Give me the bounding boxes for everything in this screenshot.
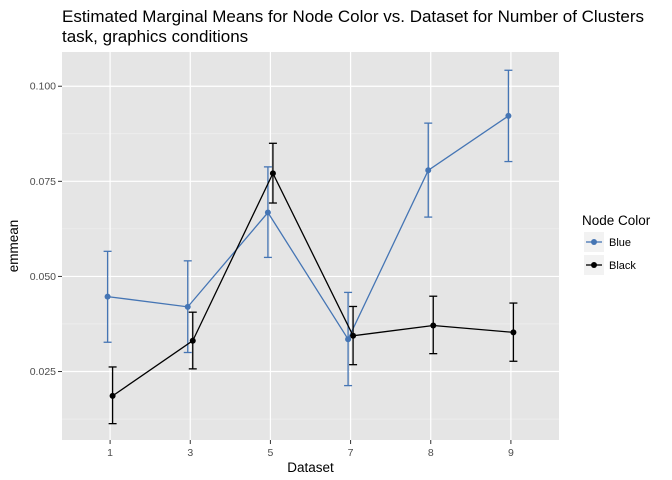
- data-point: [510, 329, 517, 336]
- series-blue: [103, 69, 513, 387]
- data-point: [104, 293, 111, 300]
- y-tick-label: 0.050: [30, 271, 56, 283]
- legend-item-blue: Blue: [584, 232, 631, 252]
- legend-title: Node Color: [582, 213, 651, 228]
- data-point: [269, 170, 276, 177]
- x-tick-label: 1: [107, 447, 113, 459]
- chart-title-line-1: Estimated Marginal Means for Node Color …: [62, 7, 644, 26]
- data-point: [425, 167, 432, 174]
- legend-key-point: [591, 262, 597, 268]
- data-point: [109, 392, 116, 399]
- x-tick-label: 7: [348, 447, 354, 459]
- legend-item-black: Black: [584, 255, 636, 275]
- x-tick-label: 3: [187, 447, 193, 459]
- x-tick-label: 5: [267, 447, 273, 459]
- grid-lines: [62, 52, 559, 440]
- data-point: [184, 303, 191, 310]
- series-black: [108, 142, 518, 425]
- data-point: [189, 337, 196, 344]
- data-point: [505, 112, 512, 119]
- axes: 0.025 0.050 0.075 0.100 1 3 5 7 8 9: [30, 81, 514, 459]
- x-axis-title: Dataset: [287, 460, 334, 475]
- data-point: [264, 209, 271, 216]
- legend-label: Black: [609, 260, 636, 272]
- x-tick-label: 8: [428, 447, 434, 459]
- plot-panel: [62, 52, 559, 440]
- series: [103, 69, 518, 425]
- legend-label: Blue: [609, 237, 631, 249]
- legend-items: Blue Black: [584, 232, 636, 275]
- series-line-black: [112, 171, 514, 397]
- y-axis-title: emmean: [6, 220, 21, 273]
- data-point: [345, 336, 352, 343]
- x-tick-label: 9: [508, 447, 514, 459]
- y-tick-label: 0.075: [30, 176, 56, 188]
- legend-key-point: [591, 239, 597, 245]
- chart-title-line-2: task, graphics conditions: [62, 27, 248, 46]
- legend: Node Color Blue Black: [582, 213, 651, 275]
- y-tick-label: 0.025: [30, 366, 56, 378]
- y-tick-label: 0.100: [30, 81, 56, 93]
- series-line-blue: [107, 115, 509, 341]
- data-point: [430, 322, 437, 329]
- data-point: [350, 332, 357, 339]
